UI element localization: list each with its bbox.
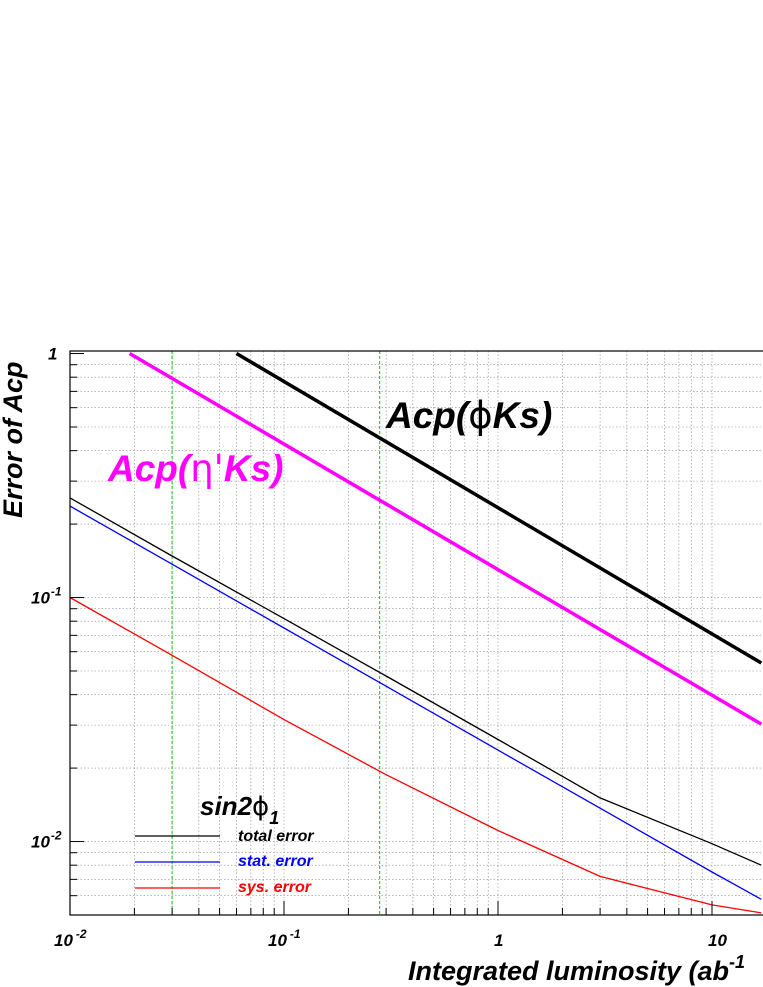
- y-axis-title: Error of Acp: [0, 361, 28, 518]
- series-line-3: [69, 505, 762, 900]
- series-line-1: [128, 351, 763, 726]
- y-tick-label: 1: [48, 345, 57, 364]
- y-tick-label: 10-1: [31, 585, 62, 608]
- x-axis-title: Integrated luminosity (ab-1: [408, 952, 745, 986]
- legend-label-stat: stat. error: [238, 853, 313, 870]
- x-tick-label: 1: [494, 931, 503, 950]
- reference-lines: [171, 351, 381, 915]
- series-line-2: [69, 497, 762, 866]
- legend-title: sin2ϕ1: [200, 791, 279, 828]
- legend-label-sys: sys. error: [238, 879, 312, 896]
- series-line-4: [69, 596, 762, 914]
- legend-label-total: total error: [238, 828, 314, 845]
- plot-frame: [69, 350, 763, 916]
- series-line-0: [235, 351, 763, 665]
- annotation-acp-etaks: Acp(η'Ks): [107, 447, 283, 490]
- series-layer: [69, 351, 763, 914]
- annotation-acp-phiks: Acp(ϕKs): [385, 394, 552, 437]
- y-tick-label: 10-2: [31, 829, 62, 852]
- x-tick-label: 10 -2: [54, 927, 87, 950]
- grid: [70, 351, 763, 915]
- x-tick-label: 10 -1: [268, 927, 301, 950]
- x-tick-label: 10: [708, 931, 727, 950]
- legend: sin2ϕ1 total error stat. error sys. erro…: [135, 791, 314, 896]
- tick-marks: [69, 353, 713, 916]
- tick-labels: 10 -2 10 -1 1 10 1 10-1 10-2: [31, 345, 727, 950]
